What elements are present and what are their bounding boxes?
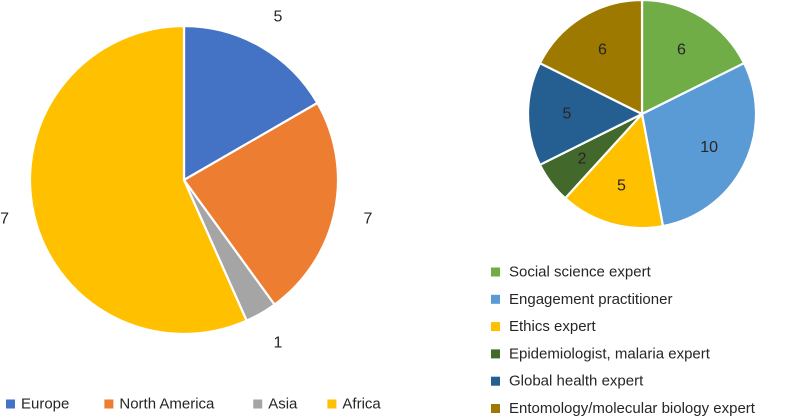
pie-slices [28,24,340,336]
legend-swatch [104,399,114,409]
data-label-europe: 5 [274,9,283,26]
legend-swatch [491,267,500,277]
pie-slices [526,0,758,230]
legend-swatch [491,322,500,332]
pie-data-labels: 5 7 1 17 [0,9,372,352]
legend-swatch [491,376,500,386]
pie-slice-ethics-expert [564,112,665,230]
legend-swatch [253,399,263,409]
legend-label: Entomology/molecular biology expert [509,400,756,417]
legend-swatch [491,294,500,304]
legend-item-social-science-expert: Social science expert [491,264,652,281]
legend-label: Europe [21,396,69,413]
legend-item-epidemiologist-malaria-expert: Epidemiologist, malaria expert [491,345,711,362]
legend-label: Global health expert [509,373,644,390]
pie-slice-global-health-expert [526,62,644,166]
chart-legend: Europe North America Asia Africa [6,396,381,413]
legend-swatch [491,349,500,359]
legend-item-asia: Asia [253,396,298,413]
legend-swatch [491,404,500,413]
pie-slice-north-america [182,101,340,306]
legend-item-europe: Europe [6,396,69,413]
legend-item-global-health-expert: Global health expert [491,373,644,390]
legend-item-africa: Africa [327,396,381,413]
legend-item-ethics-expert: Ethics expert [491,318,597,335]
data-label-social-science-expert: 6 [677,42,686,59]
pie-slice-africa [28,24,248,336]
legend-swatch [6,399,15,409]
region-pie-chart: 5 7 1 17 Europe North America Asia Africa [0,9,381,413]
data-label-entomology-molecular-biology-expert: 6 [598,42,607,59]
legend-label: Ethics expert [509,318,597,335]
legend-item-north-america: North America [104,396,215,413]
legend-swatch [327,399,337,409]
legend-label: Social science expert [509,264,652,281]
legend-label: North America [119,396,215,413]
pie-slice-entomology-molecular-biology-expert [538,0,644,116]
legend-item-engagement-practitioner: Engagement practitioner [491,291,672,308]
data-label-epidemiologist-malaria-expert: 2 [578,151,587,168]
data-label-africa: 17 [0,211,9,228]
data-label-global-health-expert: 5 [563,106,572,123]
legend-item-entomology-molecular-biology-expert: Entomology/molecular biology expert [491,400,756,417]
data-label-ethics-expert: 5 [617,178,626,195]
pie-slice-social-science-expert [640,0,746,116]
legend-label: Africa [342,396,381,413]
chart-legend: Social science expert Engagement practiti… [491,264,756,417]
legend-label: Engagement practitioner [509,291,672,308]
pie-slice-engagement-practitioner [640,62,758,228]
data-label-engagement-practitioner: 10 [700,139,718,156]
expertise-pie-chart: 6 10 5 2 5 6 Social science expert Engagement p… [491,0,758,417]
data-label-asia: 1 [274,334,283,351]
pie-data-labels: 6 10 5 2 5 6 [563,42,719,195]
data-label-north-america: 7 [363,211,372,228]
legend-label: Asia [268,396,298,413]
pie-slice-europe [182,24,319,182]
legend-label: Epidemiologist, malaria expert [509,345,711,362]
